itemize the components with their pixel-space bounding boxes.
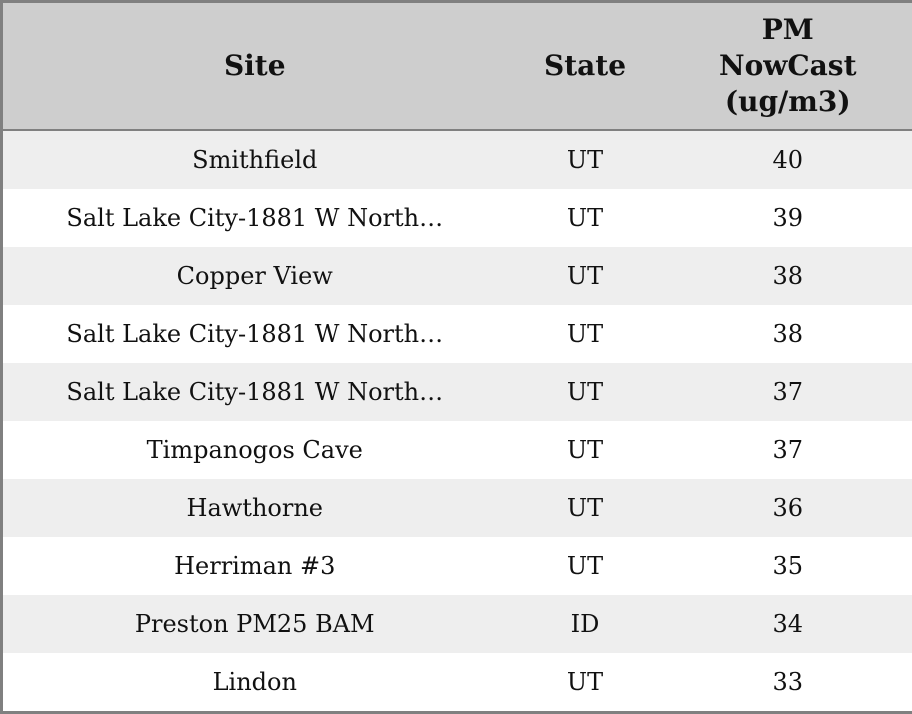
cell-state: UT xyxy=(507,537,664,595)
table-header-row: Site State PM NowCast (ug/m3) xyxy=(2,2,912,131)
cell-site: Preston PM25 BAM xyxy=(2,595,507,653)
cell-site: Timpanogos Cave xyxy=(2,421,507,479)
table-row: Smithfield UT 40 xyxy=(2,130,912,189)
cell-state: UT xyxy=(507,247,664,305)
table-row: Salt Lake City-1881 W North… UT 38 xyxy=(2,305,912,363)
cell-pm: 35 xyxy=(664,537,912,595)
cell-state: UT xyxy=(507,653,664,713)
cell-state: UT xyxy=(507,421,664,479)
table-row: Lindon UT 33 xyxy=(2,653,912,713)
column-header-state: State xyxy=(507,2,664,131)
cell-pm: 40 xyxy=(664,130,912,189)
cell-state: UT xyxy=(507,130,664,189)
column-header-pm-nowcast-label: PM NowCast (ug/m3) xyxy=(703,12,873,120)
cell-site: Salt Lake City-1881 W North… xyxy=(2,305,507,363)
cell-site: Hawthorne xyxy=(2,479,507,537)
cell-site: Copper View xyxy=(2,247,507,305)
table-row: Hawthorne UT 36 xyxy=(2,479,912,537)
cell-site: Herriman #3 xyxy=(2,537,507,595)
table-row: Copper View UT 38 xyxy=(2,247,912,305)
table-row: Herriman #3 UT 35 xyxy=(2,537,912,595)
cell-pm: 38 xyxy=(664,247,912,305)
cell-state: UT xyxy=(507,305,664,363)
cell-state: ID xyxy=(507,595,664,653)
cell-site: Smithfield xyxy=(2,130,507,189)
cell-state: UT xyxy=(507,189,664,247)
cell-pm: 36 xyxy=(664,479,912,537)
table-row: Preston PM25 BAM ID 34 xyxy=(2,595,912,653)
cell-site: Lindon xyxy=(2,653,507,713)
cell-state: UT xyxy=(507,363,664,421)
table-row: Salt Lake City-1881 W North… UT 37 xyxy=(2,363,912,421)
cell-pm: 39 xyxy=(664,189,912,247)
cell-site: Salt Lake City-1881 W North… xyxy=(2,189,507,247)
column-header-site: Site xyxy=(2,2,507,131)
cell-site: Salt Lake City-1881 W North… xyxy=(2,363,507,421)
table-body: Smithfield UT 40 Salt Lake City-1881 W N… xyxy=(2,130,912,713)
table-row: Salt Lake City-1881 W North… UT 39 xyxy=(2,189,912,247)
cell-pm: 38 xyxy=(664,305,912,363)
cell-pm: 37 xyxy=(664,421,912,479)
cell-pm: 37 xyxy=(664,363,912,421)
table-row: Timpanogos Cave UT 37 xyxy=(2,421,912,479)
cell-pm: 34 xyxy=(664,595,912,653)
cell-pm: 33 xyxy=(664,653,912,713)
cell-state: UT xyxy=(507,479,664,537)
column-header-pm-nowcast: PM NowCast (ug/m3) xyxy=(664,2,912,131)
